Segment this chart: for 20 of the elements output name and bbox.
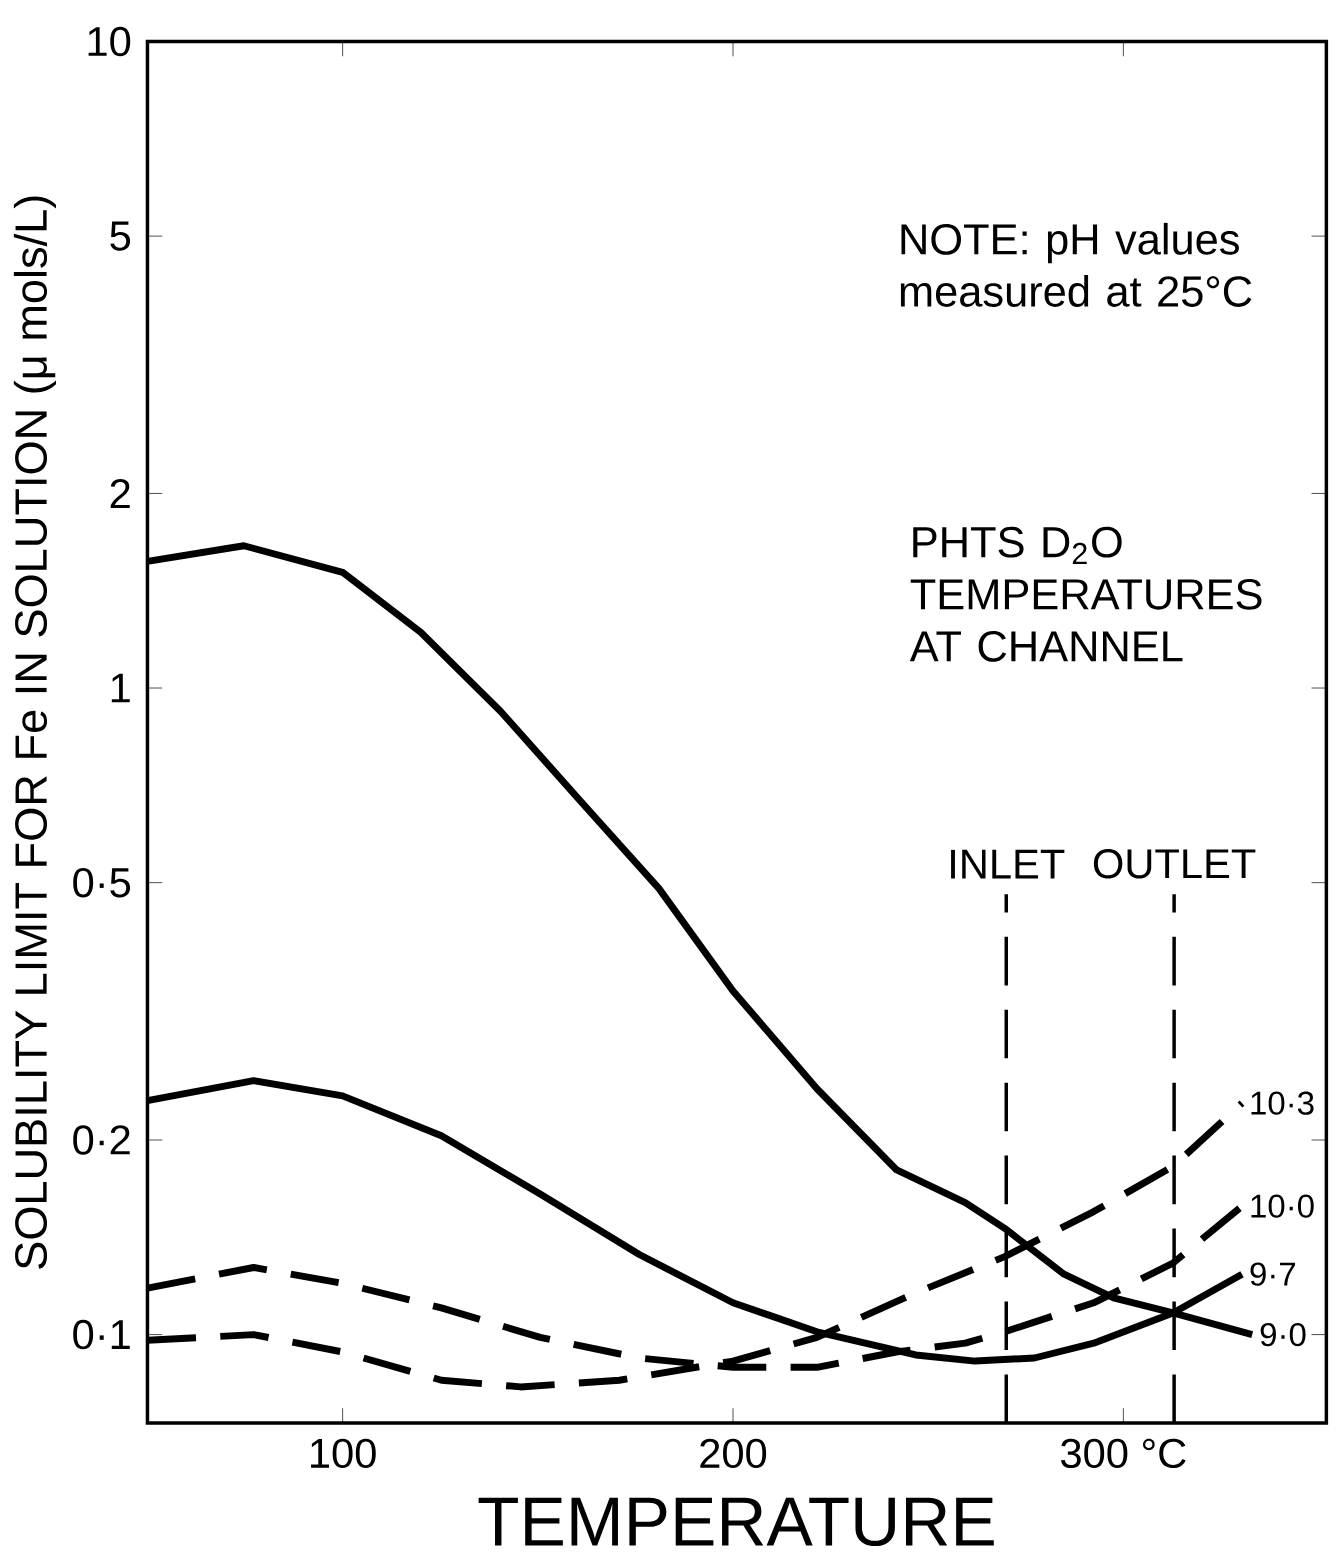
series-label: 10·0 xyxy=(1251,1194,1314,1218)
x-tick-label: 100 xyxy=(310,1438,376,1469)
series-label: 9·7 xyxy=(1250,1262,1295,1286)
legend-label: 9·0 xyxy=(1260,1322,1306,1347)
y-tick-label: 5 xyxy=(110,221,130,251)
y-tick-label: 0·2 xyxy=(73,1125,130,1155)
series-label: 10·3 xyxy=(1251,1091,1314,1115)
ref-line-label: INLET xyxy=(950,849,1065,879)
annotation: NOTE: pH values measured at 25°C xyxy=(900,222,1252,307)
y-tick-label: 0·1 xyxy=(73,1319,130,1350)
y-tick-label: 2 xyxy=(110,478,130,508)
y-tick-label: 10 xyxy=(88,26,131,57)
y-tick-label: 1 xyxy=(111,673,130,703)
y-axis-title: SOLUBILITY LIMIT FOR Fe IN SOLUTION (μ mols/L) xyxy=(13,196,56,1269)
x-tick-label: 200 xyxy=(700,1438,767,1469)
y-tick-label: 0·5 xyxy=(73,867,130,898)
annotation: PHTS D$_{2}$O TEMPERATURES AT CHANNEL xyxy=(909,526,1262,662)
ref-line-label: OUTLET xyxy=(1093,849,1256,879)
x-axis-title: TEMPERATURE xyxy=(478,1497,994,1547)
x-tick-label: 300 °C xyxy=(1060,1438,1186,1469)
